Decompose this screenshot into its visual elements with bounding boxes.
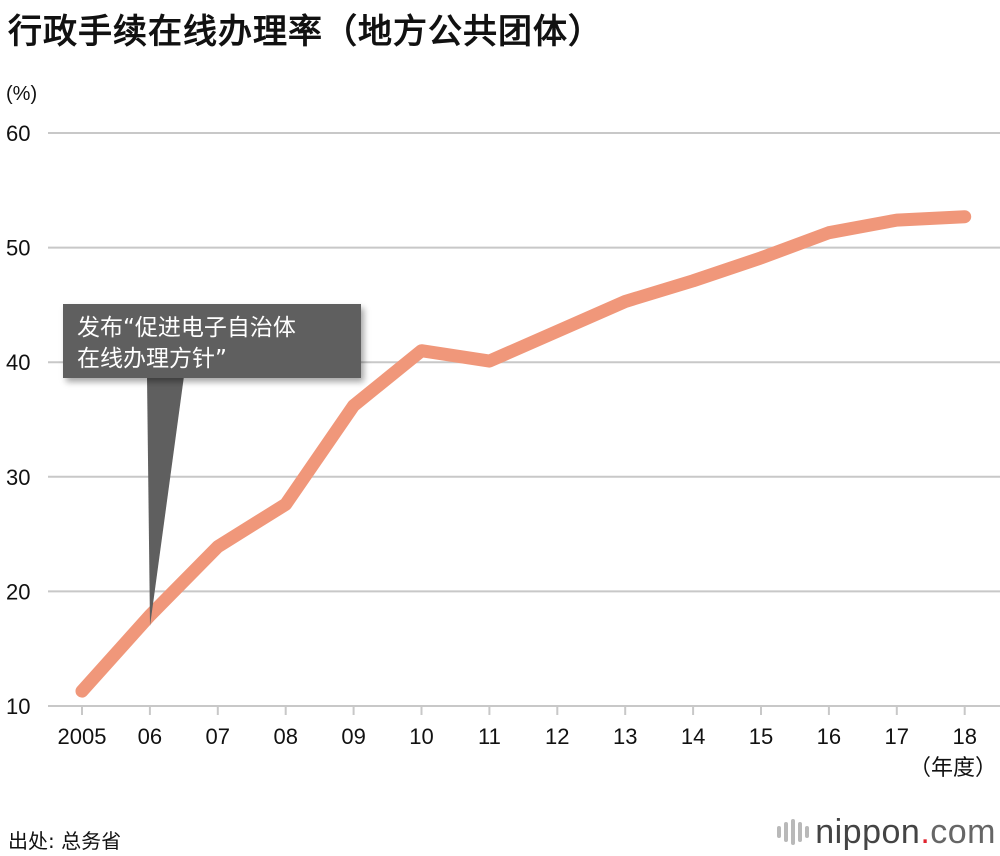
- y-tick-label-50: 50: [6, 236, 30, 261]
- x-tick-label-06: 06: [138, 724, 162, 749]
- grid-lines: [48, 132, 1000, 707]
- x-tick-label-09: 09: [341, 724, 365, 749]
- x-tick-label-17: 17: [885, 724, 909, 749]
- x-tick-label-15: 15: [749, 724, 773, 749]
- x-tick-label-13: 13: [613, 724, 637, 749]
- x-tick-label-10: 10: [409, 724, 433, 749]
- annotation-callout: 发布“促进电子自治体 在线办理方针”: [63, 304, 361, 378]
- logo-wordmark: nippon.com: [815, 812, 996, 851]
- x-tick-label-12: 12: [545, 724, 569, 749]
- logo-bars-icon: [777, 819, 810, 845]
- series-line-0: [75, 210, 972, 698]
- x-tick-label-11: 11: [478, 724, 501, 749]
- x-tick-label-08: 08: [273, 724, 297, 749]
- y-axis-ticks: 10 20 30 40 50 60: [6, 121, 30, 719]
- y-tick-label-40: 40: [6, 350, 30, 375]
- source-note: 出处: 总务省: [8, 829, 122, 853]
- y-tick-label-60: 60: [6, 121, 30, 146]
- y-tick-label-20: 20: [6, 579, 30, 604]
- chart-title: 行政手续在线办理率（地方公共团体）: [8, 12, 603, 52]
- nippon-logo: nippon.com: [777, 812, 996, 852]
- series-layer: [75, 210, 972, 698]
- callout-pointer-shape: [147, 376, 184, 626]
- y-tick-label-30: 30: [6, 465, 30, 490]
- x-axis-unit: （年度）: [909, 755, 997, 780]
- x-tick-label-07: 07: [206, 724, 230, 749]
- y-tick-label-10: 10: [6, 694, 30, 719]
- callout-pointer: [147, 376, 184, 626]
- y-axis-unit: (%): [6, 83, 37, 105]
- x-axis-ticks: 2005 06 07 08 09 10 11 12 13 14 15 16 17 18: [58, 706, 977, 749]
- callout-line-2: 在线办理方针”: [77, 346, 227, 372]
- x-tick-label-18: 18: [952, 724, 976, 749]
- x-tick-label-16: 16: [817, 724, 841, 749]
- x-tick-label-2005: 2005: [58, 724, 107, 749]
- callout-line-1: 发布“促进电子自治体: [77, 315, 296, 341]
- x-tick-label-14: 14: [681, 724, 705, 749]
